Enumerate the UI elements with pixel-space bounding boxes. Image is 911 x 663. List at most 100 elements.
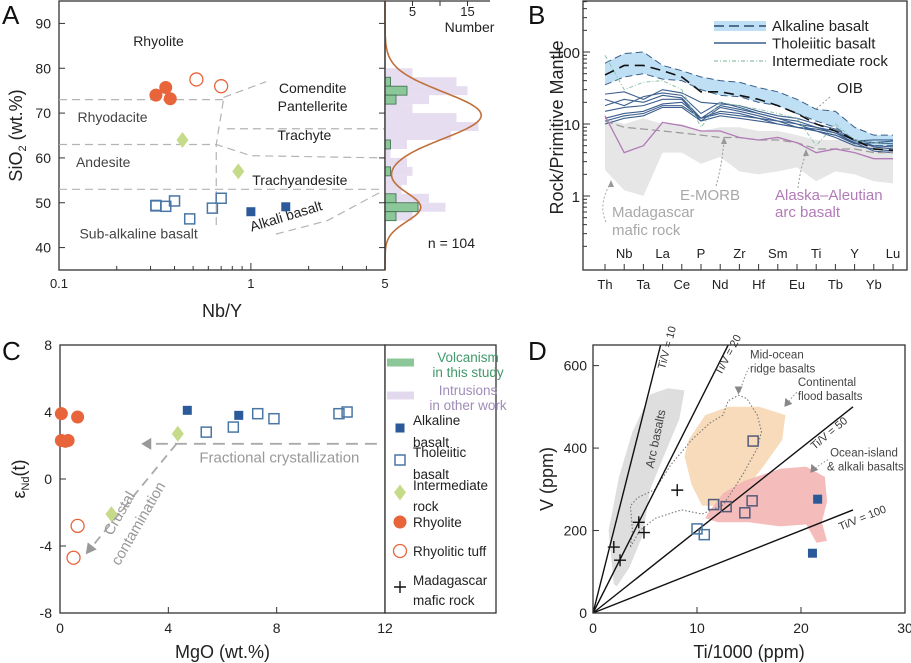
y-tick-label-d: 400 [564,440,588,456]
ratio-line [592,344,729,614]
y-tick-label-c: -4 [40,538,53,554]
point-alkaline-basalt [246,207,256,217]
legend-frame [384,344,497,614]
annotation-arrowhead [721,137,727,144]
annotation-madagascar: Madagascar [612,204,695,221]
hist-tick-label: 5 [409,4,416,19]
x-tick-label-b: Ce [673,277,690,292]
x-tick-label-b-top: Zr [733,246,746,261]
field-label: Rhyodacite [77,109,147,125]
tholeiitic-line [604,106,894,144]
annotation-arrowhead [784,397,793,407]
hist-bar-intrusions [385,184,402,194]
point-tholeiitic-basalt [268,412,280,425]
y-tick-label-d: 600 [564,358,588,374]
point-intermediate-rock [232,163,245,180]
annotation-leader [715,140,725,187]
legend-symbol [394,581,406,593]
y-tick-label-a: 80 [35,60,51,76]
y-tick-label-b: 100 [555,45,580,62]
legend-symbol [392,543,408,559]
point-madagascar-mafic-rock [632,516,645,529]
x-tick-label-b: Hf [752,277,765,292]
arc-basalts-field [608,388,685,587]
annotation-arc-2: arc basalt [775,204,841,221]
point-rhyolitic-tuff [189,72,204,87]
plot-frame-c [59,344,386,614]
legend-symbol [393,515,407,529]
point-tholeiitic-basalt [168,195,181,207]
field-boundary [223,81,267,98]
y-tick-label-a: 90 [35,15,51,31]
legend-label-b: Intermediate rock [772,53,888,70]
point-rhyolitic-tuff [214,79,229,94]
ratio-line [592,406,854,614]
field-label-cfb-2: flood basalts [798,391,863,403]
x-tick-label-b: Tb [828,277,843,292]
y-tick-label-a: 50 [35,195,51,211]
annotation-arrowhead [803,149,809,156]
point-madagascar-mafic-rock [671,484,684,497]
legend-symbol-volcanism [387,358,414,367]
annotation-fc: Fractional crystallization [199,449,359,466]
legend-label: Intrusions [439,383,498,398]
hist-bar-volcanism [384,166,391,177]
field-label: Andesite [76,154,131,170]
x-tick-label-b: Yb [866,277,882,292]
field-label-oib-2: & alkali basalts [827,461,904,473]
legend-label: in other work [429,398,507,413]
y-tick-label-c: 0 [44,471,52,487]
x-tick-label-b: Ta [637,277,652,292]
y-tick-label-a: 40 [35,240,51,256]
hist-bar-intrusions [385,113,457,123]
hist-x-label: Number [445,19,495,35]
y-tick-label-b: 1 [572,189,580,206]
y-tick-label-d: 0 [579,605,587,621]
x-tick-label-b-top: Nb [616,246,633,261]
y-tick-label-a: 70 [35,105,51,121]
hist-bar-intrusions [385,148,391,158]
legend-symbol [394,484,406,501]
annotation-arc: Alaska–Aleutian [775,187,883,204]
panel-c: -8 -4 0 4 8 0 4 8 12 MgO (wt.%) εNd(t) Fractional c… [9,337,393,662]
x-tick-label-a: 5 [381,276,388,291]
hist-bar-intrusions [385,157,407,167]
point-tholeiitic-basalt [341,406,353,418]
tholeiitic-line [604,105,894,154]
hist-bar-intrusions [385,68,413,78]
hist-bar-volcanism [384,94,397,105]
hist-bar-volcanism [384,211,397,222]
point-rhyolitic-tuff [66,550,81,565]
x-tick-label-b-top: La [655,246,670,261]
point-madagascar-mafic-rock [637,526,650,539]
hist-bar-intrusions [385,175,407,185]
x-tick-label-b-top: Sm [768,246,788,261]
point-tholeiitic-basalt [215,192,227,205]
panel-b: 1 10 100 Th Nb Ta La Ce P Nd Zr Hf Sm Eu Ti Tb Y Yb Lu Rock… [547,0,908,292]
legend-label: mafic rock [413,593,475,608]
panel-label-b: B [528,0,545,30]
field-boundary [275,191,382,235]
point-alkaline-basalt [234,410,244,420]
annotation-oib: OIB [837,80,863,97]
point-rhyolite [71,410,85,424]
ratio-label: Ti/V = 20 [713,333,744,377]
oib-line [604,64,894,152]
point-tholeiitic-basalt [333,407,345,420]
legend-label: Volcanism [437,350,499,365]
field-label: Trachyandesite [252,172,347,188]
point-tholeiitic-basalt [227,421,240,433]
arrowhead [85,542,97,555]
legend-symbol [394,454,406,466]
intermediate-line [604,55,893,147]
continental-flood-basalts-field [684,406,786,506]
hist-bar-intrusions [385,95,429,105]
field-label: Rhyolite [133,33,184,49]
x-axis-label-a: Nb/Y [202,301,242,321]
ratio-line [592,509,854,614]
plot-frame-d [592,344,906,614]
x-tick-label-b: Nd [712,277,729,292]
